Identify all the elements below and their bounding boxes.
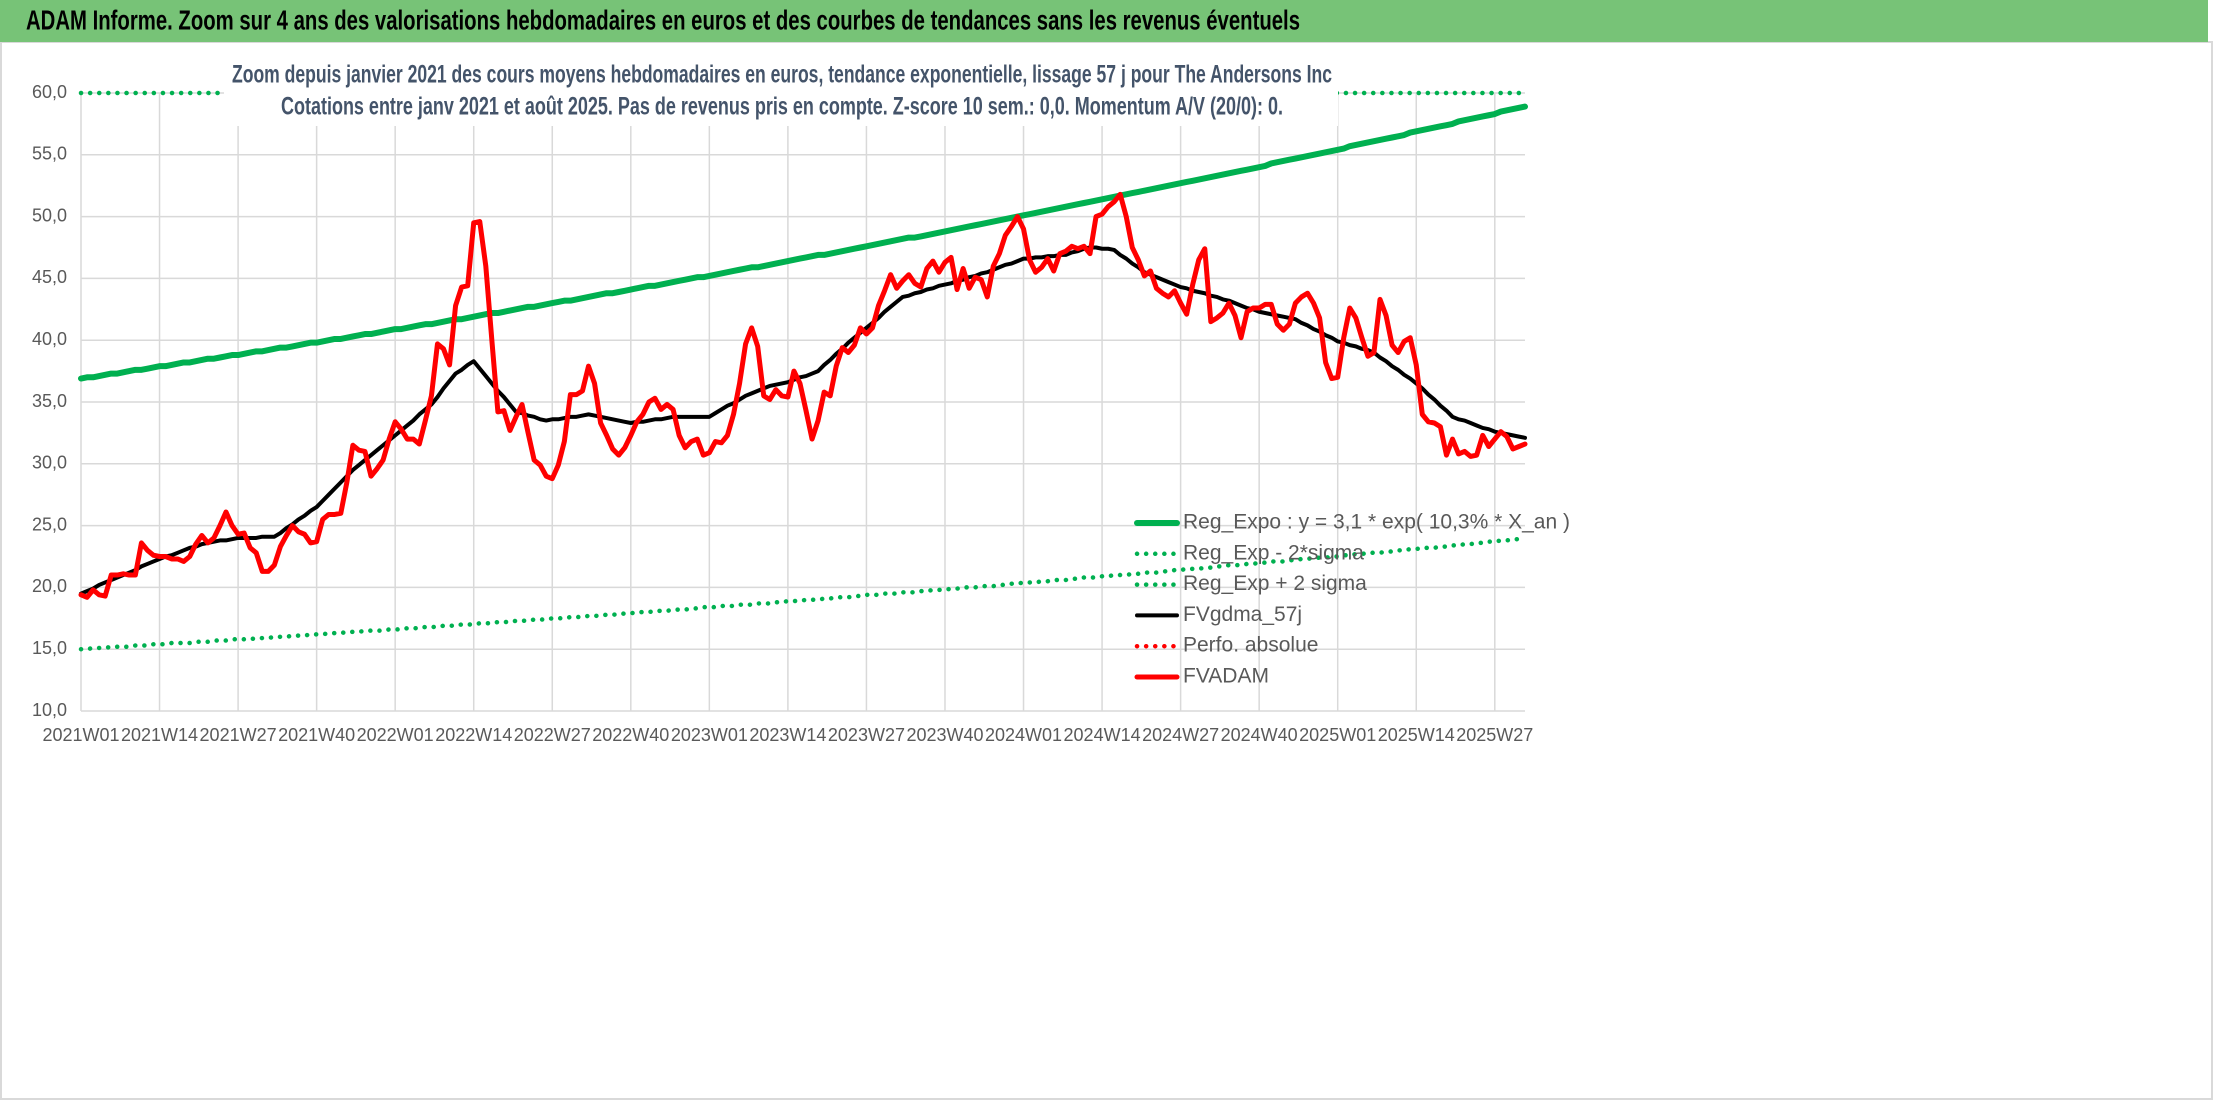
y-tick-label: 40,0 xyxy=(32,329,67,349)
grid: 10,0 15,0 20,0 25,0 30,0 35,0 40,0 45,0 50,0 55,0… xyxy=(32,82,1533,745)
series-line xyxy=(79,245,1527,596)
x-tick-label: 2024W14 xyxy=(1064,725,1141,745)
x-tick-label: 2021W01 xyxy=(42,725,119,745)
y-tick-label: 50,0 xyxy=(32,205,67,225)
series-line xyxy=(78,191,1528,600)
legend: Reg_Expo : y = 3,1 * exp( 10,3% * X_an )… xyxy=(1134,511,1570,688)
x-tick-label: 2024W01 xyxy=(985,725,1062,745)
legend-label: Reg_Exp + 2 sigma xyxy=(1183,572,1367,595)
x-tick-label: 2021W40 xyxy=(278,725,355,745)
y-tick-label: 55,0 xyxy=(32,144,67,164)
x-tick-label: 2023W40 xyxy=(906,725,983,745)
x-tick-label: 2021W14 xyxy=(121,725,198,745)
x-tick-label: 2022W27 xyxy=(514,725,591,745)
x-tick-label: 2024W27 xyxy=(1142,725,1219,745)
x-tick-label: 2023W01 xyxy=(671,725,748,745)
x-tick-label: 2024W40 xyxy=(1221,725,1298,745)
y-tick-label: 10,0 xyxy=(32,700,67,720)
legend-label: FVADAM xyxy=(1183,665,1269,688)
x-tick-label: 2022W40 xyxy=(592,725,669,745)
chart-frame xyxy=(0,41,2213,1100)
legend-label: FVgdma_57j xyxy=(1183,603,1302,626)
x-tick-label: 2022W14 xyxy=(435,725,512,745)
title-bar xyxy=(0,0,2208,42)
series-line xyxy=(78,536,1528,652)
chart-title: ADAM Informe. Zoom sur 4 ans des valoris… xyxy=(26,4,1300,35)
y-tick-label: 15,0 xyxy=(32,638,67,658)
x-tick-label: 2025W01 xyxy=(1299,725,1376,745)
subtitle: Cotations entre janv 2021 et août 2025. … xyxy=(281,93,1283,121)
x-tick-label: 2025W14 xyxy=(1378,725,1455,745)
x-tick-label: 2023W27 xyxy=(828,725,905,745)
x-tick-label: 2025W27 xyxy=(1456,725,1533,745)
y-tick-label: 25,0 xyxy=(32,514,67,534)
legend-label: Reg_Exp - 2*sigma xyxy=(1183,541,1364,564)
y-tick-label: 35,0 xyxy=(32,391,67,411)
x-tick-label: 2023W14 xyxy=(749,725,826,745)
subtitle-background xyxy=(224,58,1338,126)
x-tick-label: 2022W01 xyxy=(357,725,434,745)
series-line xyxy=(78,103,1528,382)
y-tick-label: 30,0 xyxy=(32,453,67,473)
legend-label: Perfo. absolue xyxy=(1183,634,1318,657)
subtitle: Zoom depuis janvier 2021 des cours moyen… xyxy=(232,61,1332,89)
y-tick-label: 60,0 xyxy=(32,82,67,102)
x-tick-label: 2021W27 xyxy=(200,725,277,745)
legend-label: Reg_Expo : y = 3,1 * exp( 10,3% * X_an ) xyxy=(1183,511,1570,534)
y-tick-label: 45,0 xyxy=(32,267,67,287)
y-tick-label: 20,0 xyxy=(32,576,67,596)
